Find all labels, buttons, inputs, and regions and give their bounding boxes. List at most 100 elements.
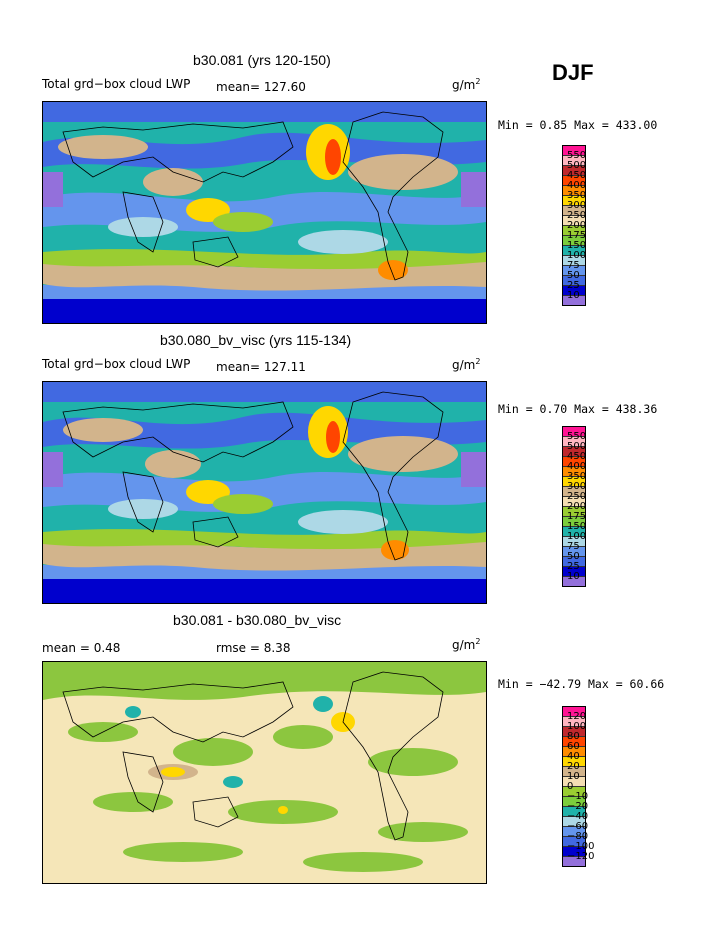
- panel3-units: g/m2: [452, 637, 481, 652]
- level-label: 400: [567, 461, 587, 472]
- panel3-colorbar-labels: 120 100 80 60 40 20 10 0 −10 −20 −40 −60…: [567, 712, 594, 862]
- swatch: [563, 477, 585, 487]
- swatch: [563, 156, 585, 166]
- swatch: [563, 206, 585, 216]
- swatch: [563, 507, 585, 517]
- level-label: −80: [567, 831, 589, 842]
- swatch: [563, 166, 585, 176]
- swatch: [563, 236, 585, 246]
- swatch: [563, 497, 585, 507]
- swatch: [563, 216, 585, 226]
- level-label: 550: [567, 431, 587, 442]
- swatch: [563, 817, 585, 827]
- level-label: 100: [567, 531, 587, 542]
- panel2-field-label: Total grd−box cloud LWP: [42, 357, 191, 371]
- panel2-units: g/m2: [452, 357, 481, 372]
- swatch: [563, 276, 585, 286]
- level-label: 450: [567, 451, 587, 462]
- level-label: −40: [567, 811, 589, 822]
- level-label: 25: [567, 280, 580, 291]
- level-label: 60: [567, 741, 580, 752]
- level-label: 0: [567, 781, 574, 792]
- panel1-colorbar-labels: 550 500 450 400 350 300 250 200 175 150 …: [567, 151, 586, 301]
- level-label: 350: [567, 471, 587, 482]
- swatch: [563, 527, 585, 537]
- panel1-title: b30.081 (yrs 120-150): [193, 52, 331, 68]
- level-label: 20: [567, 761, 580, 772]
- level-label: 150: [567, 521, 587, 532]
- level-label: 100: [567, 250, 587, 261]
- level-label: −100: [567, 841, 595, 852]
- level-label: 400: [567, 180, 587, 191]
- swatch: [563, 226, 585, 236]
- level-label: 50: [567, 270, 580, 281]
- panel2-title: b30.080_bv_visc (yrs 115-134): [160, 332, 352, 348]
- swatch: [563, 577, 585, 586]
- level-label: 10: [567, 290, 580, 301]
- level-label: 120: [567, 711, 587, 722]
- panel3-title: b30.081 - b30.080_bv_visc: [173, 612, 342, 628]
- level-label: 250: [567, 491, 587, 502]
- level-label: 200: [567, 220, 587, 231]
- panel1-field-label: Total grd−box cloud LWP: [42, 77, 191, 91]
- level-label: 200: [567, 501, 587, 512]
- panel1-colorbar: [562, 145, 586, 306]
- swatch: [563, 767, 585, 777]
- swatch: [563, 437, 585, 447]
- swatch: [563, 827, 585, 837]
- panel1-units: g/m2: [452, 77, 481, 92]
- swatch: [563, 717, 585, 727]
- level-label: −20: [567, 801, 589, 812]
- swatch: [563, 246, 585, 256]
- swatch: [563, 196, 585, 206]
- swatch: [563, 737, 585, 747]
- panel3-minmax: Min = −42.79 Max = 60.66: [498, 677, 665, 691]
- swatch: [563, 727, 585, 737]
- level-label: 75: [567, 260, 580, 271]
- swatch: [563, 186, 585, 196]
- level-label: 150: [567, 240, 587, 251]
- swatch: [563, 467, 585, 477]
- panel2-mean: mean= 127.11: [216, 360, 306, 374]
- swatch: [563, 487, 585, 497]
- swatch: [563, 847, 585, 857]
- panel3-colorbar: [562, 706, 586, 867]
- swatch: [563, 747, 585, 757]
- panel1-minmax: Min = 0.85 Max = 433.00: [498, 118, 658, 132]
- panel2-map: [42, 381, 487, 604]
- panel2-colorbar: [562, 426, 586, 587]
- level-label: 25: [567, 561, 580, 572]
- swatch: [563, 787, 585, 797]
- swatch: [563, 757, 585, 767]
- panel1-mean: mean= 127.60: [216, 80, 306, 94]
- swatch: [563, 256, 585, 266]
- level-label: 10: [567, 571, 580, 582]
- panel3-rmse: rmse = 8.38: [216, 641, 291, 655]
- swatch: [563, 427, 585, 437]
- level-label: 350: [567, 190, 587, 201]
- level-label: 300: [567, 481, 587, 492]
- season-label: DJF: [552, 60, 594, 85]
- level-label: 10: [567, 771, 580, 782]
- swatch: [563, 537, 585, 547]
- level-label: 550: [567, 150, 587, 161]
- swatch: [563, 176, 585, 186]
- level-label: −60: [567, 821, 589, 832]
- swatch: [563, 707, 585, 717]
- level-label: 250: [567, 210, 587, 221]
- swatch: [563, 457, 585, 467]
- level-label: 175: [567, 230, 587, 241]
- swatch: [563, 857, 585, 866]
- level-label: 500: [567, 441, 587, 452]
- panel2-colorbar-labels: 550 500 450 400 350 300 250 200 175 150 …: [567, 432, 586, 582]
- swatch: [563, 797, 585, 807]
- level-label: 300: [567, 200, 587, 211]
- panel3-map: [42, 661, 487, 884]
- swatch: [563, 447, 585, 457]
- swatch: [563, 807, 585, 817]
- swatch: [563, 547, 585, 557]
- swatch: [563, 567, 585, 577]
- swatch: [563, 146, 585, 156]
- level-label: 500: [567, 160, 587, 171]
- level-label: 80: [567, 731, 580, 742]
